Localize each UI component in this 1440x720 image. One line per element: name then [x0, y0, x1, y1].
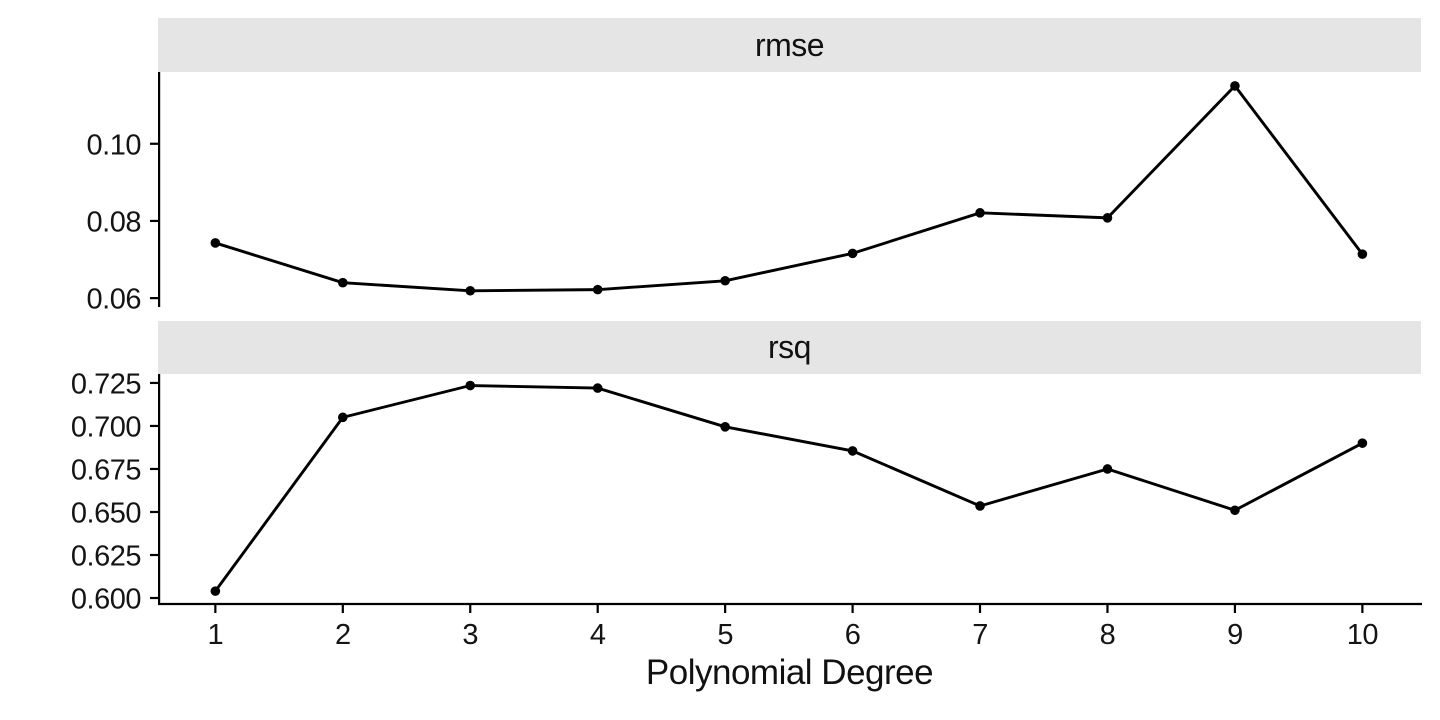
y-tick-label: 0.600 [71, 584, 141, 616]
x-tick-label: 5 [717, 619, 733, 651]
data-point-rsq-5 [720, 422, 730, 432]
y-tick-label: 0.08 [87, 206, 141, 238]
facet-title-rsq: rsq [768, 329, 811, 365]
data-point-rsq-7 [975, 501, 985, 511]
data-point-rmse-8 [1102, 213, 1113, 223]
facet-strip-rsq: rsq [158, 321, 1421, 374]
data-point-rsq-6 [847, 446, 858, 456]
data-point-rsq-4 [592, 383, 603, 393]
data-point-rmse-10 [1357, 249, 1368, 259]
x-tick-label: 8 [1100, 619, 1116, 651]
y-tick-label: 0.700 [71, 411, 141, 443]
x-tick-label: 6 [845, 619, 861, 651]
x-tick-label: 7 [972, 619, 988, 651]
x-tick-label: 2 [335, 619, 351, 651]
data-point-rsq-2 [337, 412, 348, 423]
y-tick-label: 0.725 [71, 368, 141, 400]
y-tick-label: 0.625 [71, 540, 141, 572]
x-tick-label: 3 [462, 619, 478, 651]
data-point-rmse-9 [1230, 81, 1240, 91]
x-axis-title: Polynomial Degree [645, 653, 934, 692]
data-point-rsq-10 [1357, 438, 1368, 448]
y-tick-label: 0.675 [71, 454, 141, 486]
facet-strip-rmse: rmse [158, 18, 1421, 72]
data-point-rmse-3 [465, 285, 476, 296]
facet-title-rmse: rmse [754, 26, 825, 63]
data-line-rsq [214, 384, 1364, 592]
data-point-rmse-2 [337, 277, 348, 288]
data-point-rsq-1 [210, 586, 221, 596]
data-point-rmse-7 [975, 208, 985, 218]
x-tick-label: 10 [1347, 619, 1378, 651]
y-tick-label: 0.10 [87, 129, 141, 161]
data-line-rmse [214, 83, 1364, 293]
data-point-rmse-6 [847, 248, 858, 259]
y-tick-label: 0.650 [71, 497, 141, 529]
data-point-rsq-8 [1102, 464, 1113, 474]
y-tick-label: 0.06 [87, 284, 141, 316]
data-point-rsq-3 [465, 380, 476, 391]
x-tick-label: 9 [1227, 619, 1243, 651]
data-point-rmse-4 [592, 284, 603, 295]
data-point-rmse-5 [720, 275, 730, 286]
data-point-rsq-9 [1230, 505, 1240, 516]
x-tick-label: 1 [208, 619, 224, 651]
x-tick-label: 4 [590, 619, 606, 651]
data-point-rmse-1 [210, 238, 221, 248]
